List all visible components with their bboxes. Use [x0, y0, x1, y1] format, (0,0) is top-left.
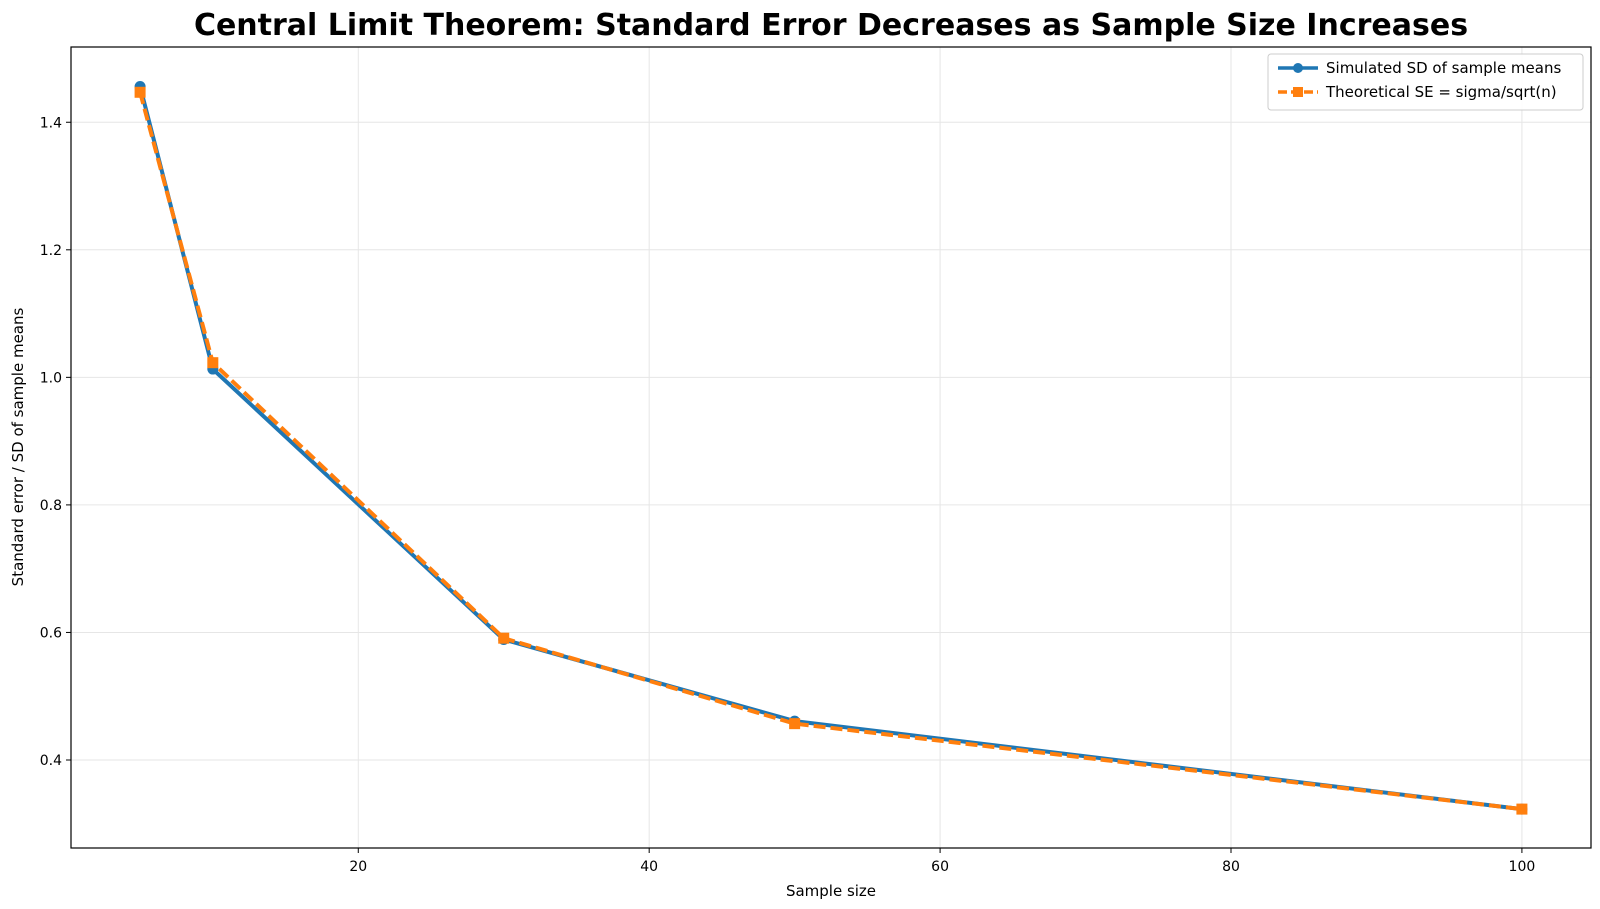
data-point-theoretical [498, 632, 510, 644]
axis-ticks: 20 40 60 80 100 0.4 0.6 0.8 1.0 1.2 1.4 [40, 115, 1536, 875]
x-axis-label: Sample size [786, 882, 876, 900]
data-point-theoretical [207, 357, 219, 369]
legend-label-theoretical: Theoretical SE = sigma/sqrt(n) [1325, 83, 1557, 101]
x-tick-label: 20 [349, 859, 367, 875]
data-point-theoretical [789, 718, 801, 730]
data-point-theoretical [1516, 803, 1528, 815]
y-tick-label: 0.4 [40, 753, 62, 769]
legend-marker-theoretical [1293, 87, 1303, 97]
y-tick-label: 1.2 [40, 243, 62, 259]
x-tick-label: 40 [640, 859, 658, 875]
legend-label-simulated: Simulated SD of sample means [1326, 59, 1561, 77]
legend-box [1267, 53, 1584, 111]
y-axis-label: Standard error / SD of sample means [9, 308, 27, 587]
data-point-theoretical [134, 86, 146, 98]
y-tick-label: 0.8 [40, 498, 62, 514]
plot-area-frame [70, 46, 1592, 849]
x-tick-label: 100 [1509, 859, 1536, 875]
x-tick-label: 60 [931, 859, 949, 875]
grid [71, 47, 1591, 848]
legend: Simulated SD of sample means Theoretical… [1267, 53, 1584, 111]
y-tick-label: 0.6 [40, 625, 62, 641]
y-tick-label: 1.4 [40, 115, 62, 131]
legend-marker-simulated [1293, 63, 1303, 73]
chart-title: Central Limit Theorem: Standard Error De… [194, 8, 1468, 43]
series-layer [134, 81, 1528, 815]
y-tick-label: 1.0 [40, 370, 62, 386]
x-tick-label: 80 [1222, 859, 1240, 875]
